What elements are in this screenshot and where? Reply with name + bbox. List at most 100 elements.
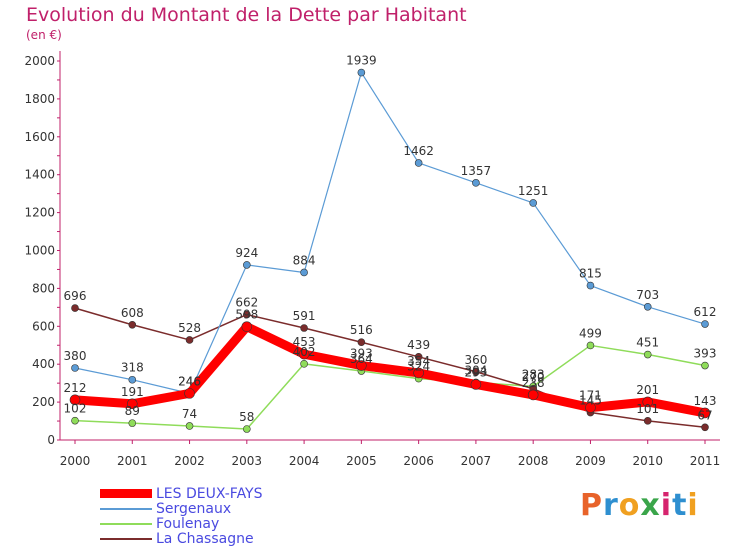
data-point	[184, 388, 195, 399]
data-point	[699, 407, 711, 419]
legend-label: Foulenay	[156, 515, 220, 532]
data-point	[243, 261, 251, 269]
y-tick-label: 0	[47, 433, 55, 447]
data-label: 612	[694, 305, 717, 319]
x-tick-label: 2011	[690, 454, 721, 468]
data-label: 884	[293, 253, 316, 267]
data-label: 451	[636, 336, 659, 350]
data-point	[472, 367, 480, 376]
data-label: 318	[121, 361, 144, 375]
data-label: 364	[350, 352, 373, 366]
data-label: 58	[239, 410, 254, 424]
x-tick-label: 2009	[575, 454, 606, 468]
data-point	[71, 364, 79, 372]
legend-swatch	[100, 507, 152, 510]
data-point	[413, 367, 424, 379]
data-label: 270	[522, 370, 545, 384]
data-label: 1939	[346, 54, 377, 68]
data-label: 1462	[403, 144, 434, 158]
data-point	[128, 419, 137, 427]
data-label: 304	[464, 363, 487, 377]
logo-letter: i	[687, 488, 699, 523]
data-point	[128, 320, 137, 329]
data-label: 101	[636, 402, 659, 416]
data-point	[243, 310, 251, 319]
data-label: 143	[694, 394, 717, 408]
data-label: 171	[579, 389, 602, 403]
data-label: 360	[464, 353, 487, 367]
y-tick-label: 1200	[24, 206, 55, 220]
data-point	[586, 281, 595, 290]
x-tick-label: 2006	[403, 454, 434, 468]
logo-letter: i	[660, 488, 673, 523]
data-label: 1357	[461, 164, 492, 178]
data-label: 324	[407, 360, 430, 374]
y-tick-label: 600	[32, 319, 55, 333]
legend-label: Sergenaux	[156, 500, 232, 517]
data-label: 662	[235, 296, 258, 310]
data-label: 393	[694, 347, 717, 361]
series-line	[74, 71, 706, 394]
chart-unit: (en €)	[26, 28, 62, 42]
data-point	[69, 394, 81, 406]
data-point	[643, 417, 652, 425]
data-point	[126, 398, 138, 410]
data-point	[414, 353, 423, 361]
data-point	[470, 379, 482, 390]
data-point	[300, 360, 308, 368]
data-label: 246	[178, 374, 201, 388]
legend-item-foulenay: Foulenay	[100, 515, 220, 532]
x-tick-label: 2010	[632, 454, 663, 468]
data-point	[298, 348, 310, 360]
logo-letter: P	[580, 488, 603, 523]
data-label: 212	[64, 381, 87, 395]
legend-swatch	[100, 522, 152, 525]
x-tick-label: 2007	[461, 454, 492, 468]
x-tick-label: 2002	[174, 454, 205, 468]
data-point	[701, 361, 709, 370]
legend-item-sergenaux: Sergenaux	[100, 500, 232, 517]
y-tick-label: 400	[32, 357, 55, 371]
data-point	[701, 423, 709, 432]
x-tick-label: 2001	[117, 454, 148, 468]
data-label: 201	[636, 383, 659, 397]
data-point	[185, 422, 194, 430]
logo-letter: r	[603, 488, 619, 523]
chart-title: Evolution du Montant de la Dette par Hab…	[26, 4, 467, 26]
data-label: 516	[350, 323, 373, 337]
data-point	[357, 338, 366, 347]
data-label: 1251	[518, 184, 549, 198]
data-point	[356, 360, 367, 371]
data-point	[586, 341, 595, 350]
y-tick-label: 1000	[24, 244, 55, 258]
data-label: 74	[182, 407, 197, 421]
data-label: 439	[407, 338, 430, 352]
proxiti-logo: Proxiti	[580, 488, 699, 523]
data-point	[243, 425, 251, 433]
data-point	[300, 324, 308, 332]
data-point	[71, 416, 79, 425]
data-label: 380	[64, 349, 87, 363]
x-tick-label: 2003	[232, 454, 263, 468]
data-point	[529, 199, 537, 207]
data-point	[472, 179, 480, 187]
data-point	[643, 350, 652, 359]
y-tick-label: 1400	[24, 168, 55, 182]
data-point	[185, 336, 194, 344]
logo-letter: t	[672, 488, 688, 523]
data-point	[527, 389, 539, 401]
series-line	[74, 307, 706, 429]
data-label: 293	[464, 365, 487, 379]
data-label: 608	[121, 306, 144, 320]
data-point	[585, 402, 596, 413]
x-tick-label: 2000	[60, 454, 91, 468]
series-line	[74, 344, 706, 430]
y-tick-label: 2000	[24, 54, 55, 68]
legend-item-la-chassagne: La Chassagne	[100, 531, 254, 547]
x-tick-label: 2008	[518, 454, 549, 468]
legend-swatch	[100, 537, 152, 540]
y-tick-label: 800	[32, 281, 55, 295]
data-label: 191	[121, 385, 144, 399]
data-label: 393	[350, 347, 373, 361]
series-line	[70, 322, 710, 418]
